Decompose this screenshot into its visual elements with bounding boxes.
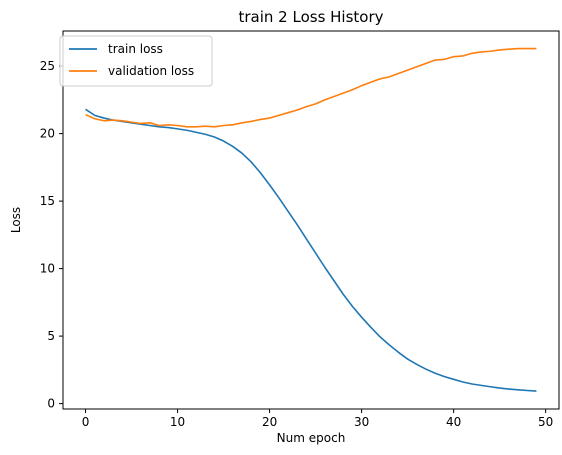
plot-frame <box>62 30 560 410</box>
y-tick-label: 20 <box>40 127 55 141</box>
chart-title: train 2 Loss History <box>238 8 383 26</box>
y-tick-label: 15 <box>40 194 55 208</box>
legend-label-0: train loss <box>108 42 163 56</box>
x-tick-label: 0 <box>82 415 90 429</box>
x-tick-label: 30 <box>354 415 369 429</box>
y-tick-label: 0 <box>47 397 55 411</box>
series-line-0 <box>85 108 537 392</box>
x-tick-label: 20 <box>262 415 277 429</box>
x-tick-label: 10 <box>170 415 185 429</box>
y-axis: 0 5 10 15 20 25 <box>40 59 63 411</box>
legend-label-1: validation loss <box>108 64 194 78</box>
y-tick-label: 25 <box>40 59 55 73</box>
series-line-1 <box>85 47 537 128</box>
x-axis-label: Num epoch <box>277 431 346 445</box>
series-lines <box>85 47 537 392</box>
x-tick-label: 50 <box>538 415 553 429</box>
x-tick-label: 40 <box>446 415 461 429</box>
legend-box <box>59 35 213 87</box>
y-tick-label: 10 <box>40 262 55 276</box>
x-axis: 0 10 20 30 40 50 <box>82 409 553 429</box>
y-axis-label: Loss <box>9 207 23 233</box>
y-tick-label: 5 <box>47 329 55 343</box>
legend: train loss validation loss <box>59 35 213 87</box>
